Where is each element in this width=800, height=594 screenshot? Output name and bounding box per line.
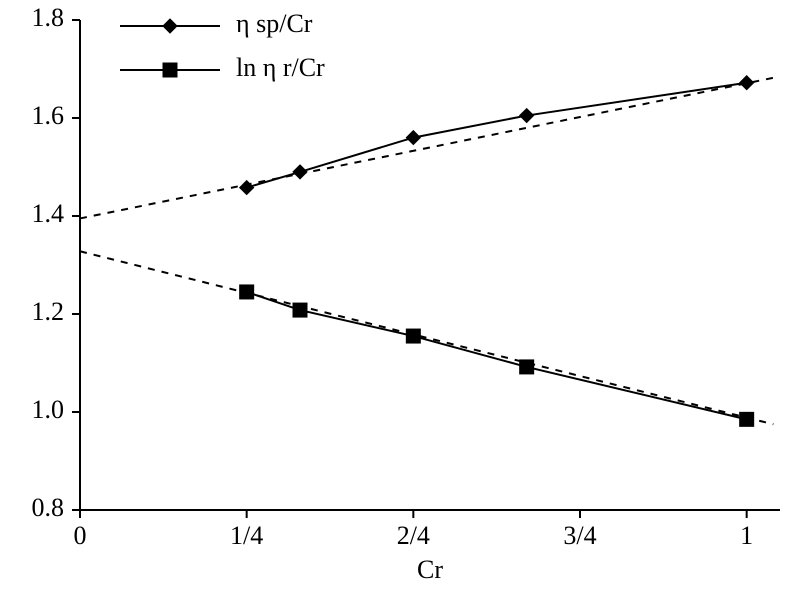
legend-label-ln_eta_r_over_cr: ln η r/Cr (236, 53, 325, 82)
legend-label-eta_sp_over_cr: η sp/Cr (236, 9, 313, 38)
y-tick-label: 0.8 (32, 493, 65, 522)
viscosity-chart: 0.8 1.0 1.2 1.4 1.6 1.8 0 1/4 2/4 3/4 1 Cr η sp/Cr ln… (0, 0, 800, 594)
x-tick-label: 0 (74, 521, 87, 550)
y-tick-label: 1.6 (32, 101, 65, 130)
x-tick-label: 1/4 (230, 521, 263, 550)
series-marker-ln_eta_r_over_cr (740, 412, 754, 426)
series-marker-ln_eta_r_over_cr (520, 360, 534, 374)
series-marker-ln_eta_r_over_cr (406, 329, 420, 343)
x-axis-label: Cr (417, 555, 443, 584)
x-tick-label: 2/4 (397, 521, 430, 550)
x-tick-label: 1 (740, 521, 753, 550)
x-tick-label: 3/4 (563, 521, 596, 550)
legend-marker-ln_eta_r_over_cr (163, 63, 177, 77)
y-tick-label: 1.0 (32, 395, 65, 424)
y-tick-label: 1.8 (32, 3, 65, 32)
y-tick-label: 1.4 (32, 199, 65, 228)
series-marker-ln_eta_r_over_cr (240, 285, 254, 299)
y-tick-label: 1.2 (32, 297, 65, 326)
series-marker-ln_eta_r_over_cr (293, 303, 307, 317)
